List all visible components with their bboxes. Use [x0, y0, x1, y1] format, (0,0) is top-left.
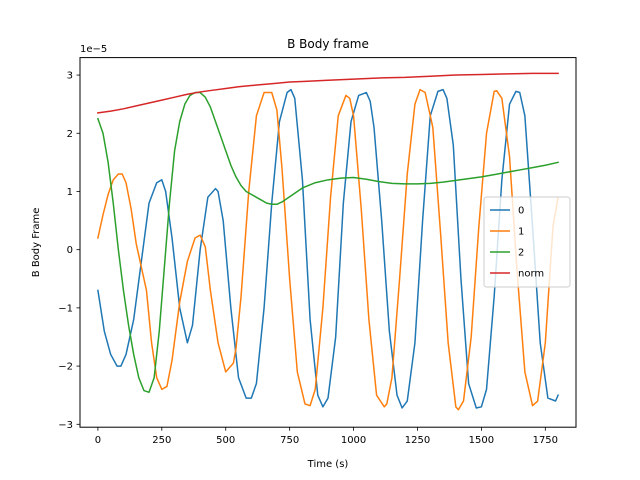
chart-title: B Body frame [287, 37, 369, 51]
series-line-1 [97, 88, 559, 411]
x-tick-label: 1250 [405, 435, 430, 446]
legend: 0 1 2 norm [483, 196, 571, 288]
series-line-0 [97, 88, 560, 409]
x-axis: 0 250 500 750 1000 1250 1500 1750 [95, 427, 558, 446]
series-line-norm [97, 72, 559, 114]
y-tick-label: 1 [67, 187, 73, 198]
legend-label-0: 0 [518, 206, 524, 217]
y-tick-label: 3 [67, 71, 73, 82]
x-axis-title: Time (s) [307, 459, 349, 470]
y-axis: −3 −2 −1 0 1 2 3 [58, 71, 80, 431]
y-tick-label: −2 [58, 362, 73, 373]
y-tick-label: 2 [67, 129, 73, 140]
x-tick-label: 0 [95, 435, 101, 446]
x-tick-label: 250 [152, 435, 171, 446]
y-axis-title: B Body Frame [31, 208, 42, 278]
legend-label-2: 2 [518, 248, 524, 259]
series-line-2 [96, 91, 559, 394]
y-offset-text: 1e−5 [80, 44, 107, 55]
x-tick-label: 1750 [533, 435, 558, 446]
y-tick-label: −1 [58, 303, 73, 314]
legend-label-norm: norm [518, 269, 544, 280]
legend-label-1: 1 [518, 227, 524, 238]
y-tick-label: −3 [58, 420, 73, 431]
x-tick-label: 500 [216, 435, 235, 446]
x-tick-label: 1500 [469, 435, 494, 446]
y-tick-label: 0 [67, 245, 73, 256]
x-tick-label: 750 [280, 435, 299, 446]
x-tick-label: 1000 [341, 435, 366, 446]
legend-box [483, 196, 571, 288]
series-layer [96, 72, 560, 411]
plot-area-frame [79, 57, 577, 428]
